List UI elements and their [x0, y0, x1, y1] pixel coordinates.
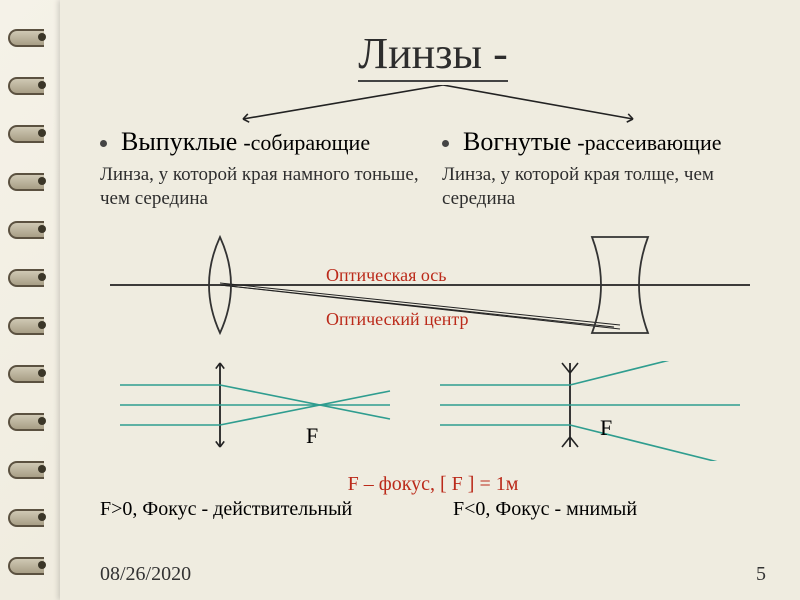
concave-heading: Вогнутые [463, 127, 571, 157]
columns: Выпуклые -собирающие Линза, у которой кр… [100, 127, 766, 221]
lens-diagram-row: Оптическая ось Оптический центр [100, 225, 766, 355]
convex-focus-text: F>0, Фокус - действительный [100, 498, 413, 521]
concave-attr: -рассеивающие [577, 130, 721, 156]
page-title: Линзы - [100, 28, 766, 79]
convex-heading-row: Выпуклые -собирающие [100, 127, 424, 157]
slide-sheet: Линзы - Выпуклые -собирающие Линза, у ко… [60, 0, 800, 600]
ray-diagram-row: F F [100, 361, 766, 471]
col-convex: Выпуклые -собирающие Линза, у которой кр… [100, 127, 424, 221]
focus-formula-line: F – фокус, [ F ] = 1м [100, 473, 766, 496]
convex-heading: Выпуклые [121, 127, 237, 157]
spiral-binding [8, 0, 52, 600]
f-label-left: F [306, 423, 318, 449]
focus-text-row: F>0, Фокус - действительный F<0, Фокус -… [100, 498, 766, 521]
title-text: Линзы - [358, 29, 508, 82]
footer-page: 5 [756, 563, 766, 586]
bullet-icon [100, 140, 107, 147]
footer-date: 08/26/2020 [100, 563, 191, 586]
convex-attr: -собирающие [243, 130, 370, 156]
f-label-right: F [600, 415, 612, 441]
ray-diagram [100, 361, 760, 461]
branch-arrows [103, 85, 763, 123]
optical-center-label: Оптический центр [326, 309, 468, 330]
lens-diagram [100, 225, 760, 355]
concave-desc: Линза, у которой края толще, чем середин… [442, 163, 766, 211]
optical-axis-label: Оптическая ось [326, 265, 447, 286]
col-concave: Вогнутые -рассеивающие Линза, у которой … [442, 127, 766, 221]
concave-heading-row: Вогнутые -рассеивающие [442, 127, 766, 157]
convex-desc: Линза, у которой края намного тоньше, че… [100, 163, 424, 211]
focus-formula: F – фокус, [ F ] = 1м [348, 473, 519, 495]
bullet-icon [442, 140, 449, 147]
concave-focus-text: F<0, Фокус - мнимый [413, 498, 766, 521]
footer: 08/26/2020 5 [100, 563, 766, 586]
